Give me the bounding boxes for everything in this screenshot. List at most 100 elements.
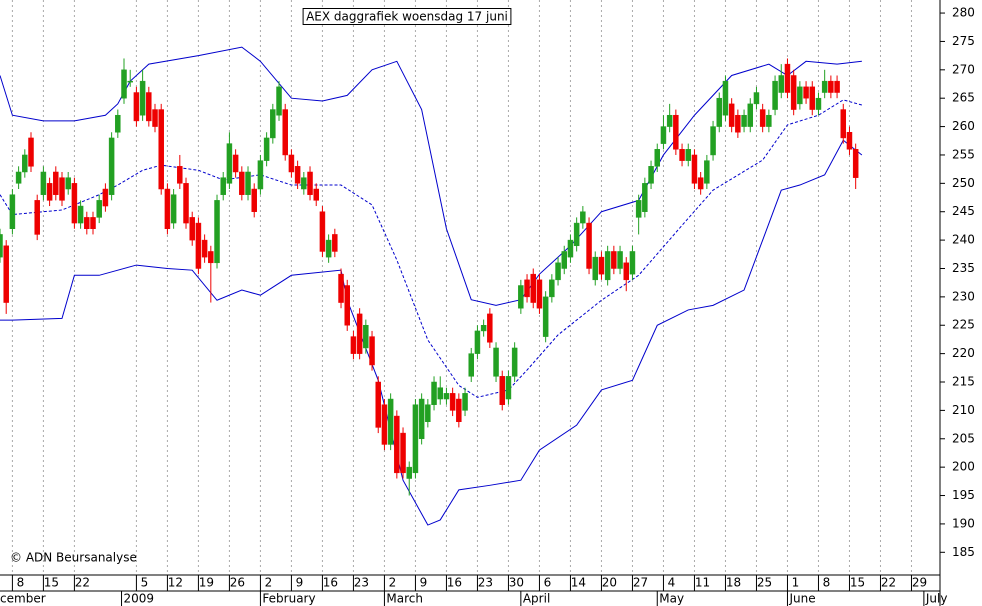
x-tick-label: 22 bbox=[881, 576, 896, 590]
candle-body bbox=[685, 149, 692, 161]
month-label: July bbox=[925, 592, 948, 606]
candle-body bbox=[809, 86, 816, 110]
x-tick-label: 26 bbox=[230, 576, 245, 590]
candle-body bbox=[133, 92, 140, 122]
candle-body bbox=[704, 160, 710, 184]
candle-body bbox=[170, 194, 177, 224]
candle-body bbox=[245, 171, 251, 195]
candle-body bbox=[121, 69, 127, 99]
candle-body bbox=[208, 251, 214, 264]
candle-body bbox=[710, 126, 716, 156]
candle-body bbox=[319, 211, 326, 252]
candle-body bbox=[22, 154, 28, 173]
candle-body bbox=[431, 381, 437, 405]
candle-body bbox=[40, 171, 47, 195]
candle-body bbox=[9, 194, 16, 230]
x-tick-label: 11 bbox=[695, 576, 710, 590]
candle-body bbox=[96, 200, 102, 218]
candle-body bbox=[102, 188, 109, 207]
candle-body bbox=[350, 336, 357, 354]
x-tick-label: 25 bbox=[757, 576, 772, 590]
candle-body bbox=[648, 166, 654, 184]
x-tick-label: 4 bbox=[668, 576, 676, 590]
candle-body bbox=[759, 109, 766, 127]
candle-body bbox=[480, 324, 487, 332]
candle-body bbox=[586, 222, 592, 269]
candle-body bbox=[375, 381, 381, 428]
candle-body bbox=[71, 183, 78, 224]
x-tick-label: 22 bbox=[75, 576, 90, 590]
candle-body bbox=[691, 154, 698, 184]
candle-body bbox=[821, 80, 828, 93]
candle-body bbox=[294, 166, 301, 184]
candle-body bbox=[493, 347, 499, 377]
y-tick-label: 200 bbox=[952, 460, 975, 474]
x-tick-label: 20 bbox=[602, 576, 617, 590]
y-tick-label: 195 bbox=[952, 488, 975, 502]
candle-body bbox=[59, 177, 65, 201]
candle-body bbox=[239, 171, 245, 195]
x-tick-label: 23 bbox=[354, 576, 369, 590]
x-tick-label: 16 bbox=[323, 576, 338, 590]
y-tick-label: 220 bbox=[952, 346, 975, 360]
y-tick-label: 190 bbox=[952, 516, 975, 530]
candle-body bbox=[797, 86, 803, 105]
candle-body bbox=[177, 166, 183, 184]
chart-title: AEX daggrafiek woensdag 17 juni bbox=[306, 10, 508, 24]
candle-body bbox=[803, 86, 809, 99]
candle-body bbox=[412, 404, 419, 474]
candle-body bbox=[518, 285, 524, 309]
x-tick-label: 6 bbox=[544, 576, 552, 590]
candle-body bbox=[257, 160, 264, 190]
middle-band bbox=[0, 99, 863, 398]
month-label: December bbox=[0, 592, 46, 606]
candle-body bbox=[15, 171, 22, 184]
candle-body bbox=[307, 171, 313, 195]
axes: 1851901952002052102152202252302352402452… bbox=[0, 6, 975, 606]
candle-body bbox=[158, 109, 164, 190]
candle-body bbox=[747, 103, 754, 127]
x-tick-label: 5 bbox=[141, 576, 149, 590]
x-tick-label: 8 bbox=[823, 576, 831, 590]
candle-body bbox=[313, 188, 319, 201]
candle-body bbox=[679, 149, 685, 161]
x-tick-label: 2 bbox=[265, 576, 273, 590]
y-tick-label: 255 bbox=[952, 147, 975, 161]
candle-body bbox=[189, 217, 195, 241]
candle-body bbox=[201, 239, 208, 258]
candle-body bbox=[418, 398, 425, 440]
candle-body bbox=[338, 273, 344, 303]
candle-body bbox=[443, 393, 450, 400]
x-tick-label: 30 bbox=[509, 576, 524, 590]
candle-body bbox=[0, 234, 3, 258]
candle-body bbox=[722, 80, 729, 116]
candle-body bbox=[611, 251, 617, 269]
candle-body bbox=[815, 97, 822, 110]
candle-body bbox=[270, 109, 276, 139]
candle-body bbox=[790, 75, 797, 110]
candle-body bbox=[251, 188, 257, 212]
candle-body bbox=[3, 245, 9, 303]
candle-body bbox=[28, 137, 34, 167]
y-tick-label: 215 bbox=[952, 375, 975, 389]
candle-body bbox=[555, 262, 561, 281]
candle-body bbox=[642, 183, 648, 212]
candle-body bbox=[146, 92, 152, 122]
candle-body bbox=[325, 239, 332, 258]
candle-body bbox=[288, 154, 295, 173]
candle-body bbox=[852, 149, 859, 178]
candle-body bbox=[828, 80, 834, 93]
candle-body bbox=[90, 217, 96, 230]
y-tick-label: 250 bbox=[952, 176, 975, 190]
bollinger-band bbox=[0, 139, 863, 526]
candle-body bbox=[263, 137, 270, 161]
candle-body bbox=[499, 376, 505, 405]
candle-body bbox=[660, 126, 667, 144]
y-tick-label: 205 bbox=[952, 431, 975, 445]
candle-body bbox=[511, 347, 518, 377]
y-tick-label: 225 bbox=[952, 318, 975, 332]
candle-body bbox=[542, 296, 549, 337]
candle-body bbox=[400, 432, 406, 474]
x-tick-label: 15 bbox=[850, 576, 865, 590]
candle-body bbox=[505, 376, 512, 400]
